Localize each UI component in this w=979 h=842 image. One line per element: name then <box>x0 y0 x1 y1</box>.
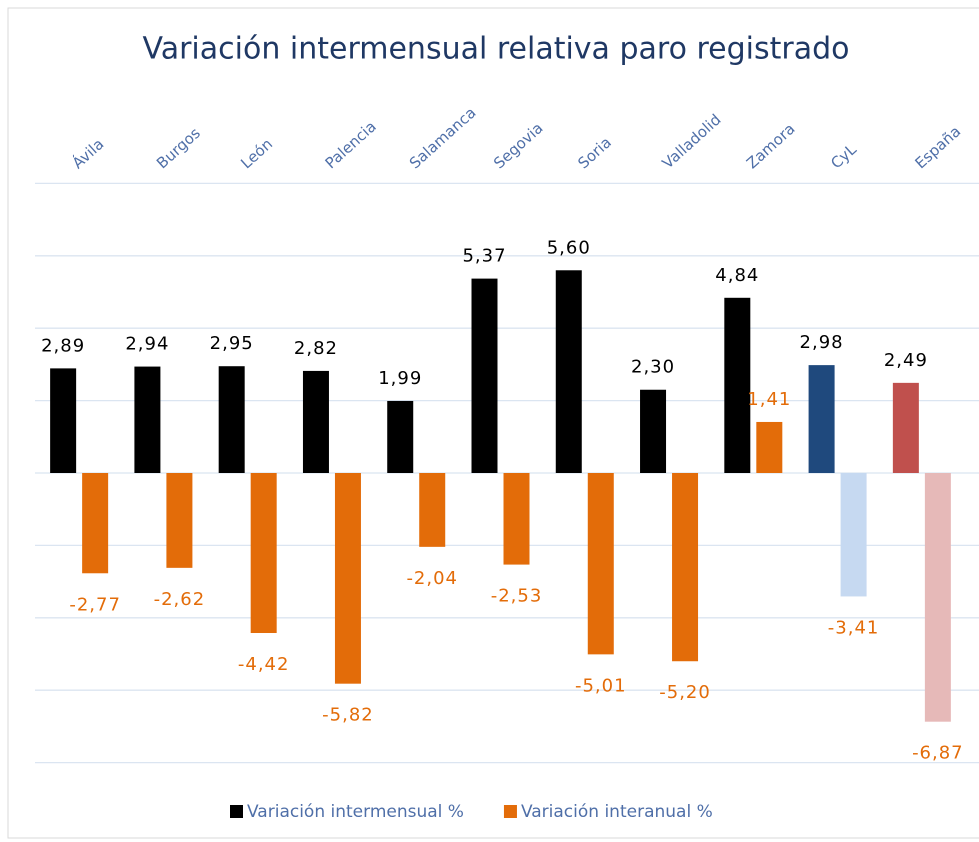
bar <box>808 365 835 473</box>
value-label: 2,95 <box>210 333 254 354</box>
legend-label: Variación interanual % <box>521 802 713 822</box>
value-label: 5,60 <box>547 237 591 258</box>
bar <box>924 473 951 722</box>
value-label: 2,98 <box>800 332 844 353</box>
bar <box>672 473 699 662</box>
value-label: -5,01 <box>575 675 627 696</box>
value-label: -2,53 <box>491 586 543 607</box>
value-label: -2,04 <box>406 568 458 589</box>
value-label: -2,77 <box>69 594 121 615</box>
value-label: 2,30 <box>631 357 675 378</box>
legend-label: Variación intermensual % <box>247 802 464 822</box>
value-label: 1,99 <box>378 368 422 389</box>
bar <box>756 421 783 473</box>
bar <box>419 473 446 547</box>
value-label: 4,84 <box>715 265 759 286</box>
legend-swatch <box>503 805 517 818</box>
chart-title: Variación intermensual relativa paro reg… <box>143 32 850 67</box>
bar <box>503 473 530 565</box>
bar <box>724 297 751 473</box>
bar <box>250 473 277 634</box>
value-label: 5,37 <box>462 246 506 267</box>
value-label: -5,20 <box>659 682 711 703</box>
bar <box>334 473 361 684</box>
value-label: 2,94 <box>125 334 169 355</box>
bar <box>218 366 245 473</box>
value-label: -2,62 <box>154 589 206 610</box>
value-label: 2,49 <box>884 350 928 371</box>
value-label: 2,82 <box>294 338 338 359</box>
value-label: -4,42 <box>238 654 290 675</box>
bar <box>387 400 414 473</box>
bar <box>840 473 867 597</box>
bar <box>302 370 329 473</box>
value-label: 2,89 <box>41 335 85 356</box>
bar <box>134 366 161 473</box>
value-label: -3,41 <box>828 617 880 638</box>
value-label: -5,82 <box>322 705 374 726</box>
bar <box>587 473 614 655</box>
value-label: 1,41 <box>747 389 791 410</box>
bar <box>555 270 582 473</box>
bar <box>892 382 919 473</box>
legend-swatch <box>230 805 243 818</box>
bar <box>82 473 109 574</box>
bar <box>640 389 667 473</box>
bar <box>50 368 77 473</box>
bar <box>471 278 498 473</box>
value-label: -6,87 <box>912 743 964 764</box>
bar <box>166 473 193 568</box>
